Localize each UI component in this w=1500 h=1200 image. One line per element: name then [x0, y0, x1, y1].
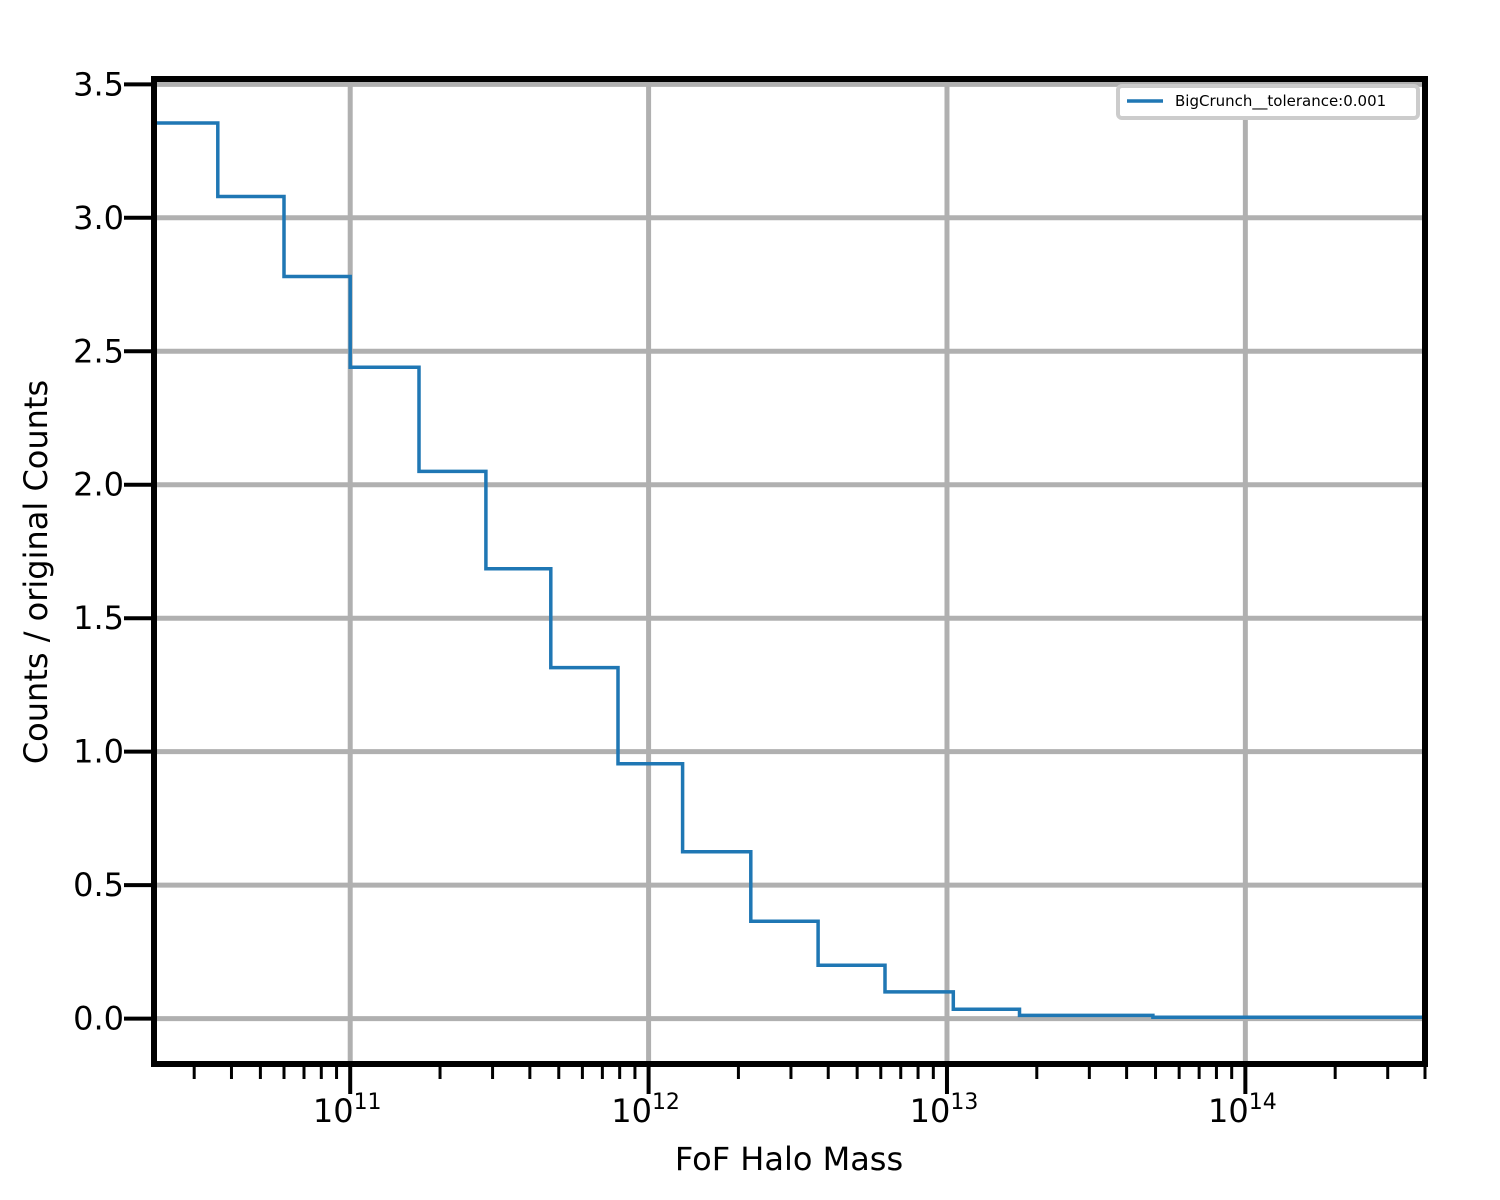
y-tick-label: 0.5 [73, 866, 124, 904]
y-tick-label: 1.5 [73, 599, 124, 637]
legend: BigCrunch__tolerance:0.001 [1116, 84, 1420, 120]
x-tick-label: 1014 [1208, 1090, 1277, 1130]
x-minor-ticks [192, 1064, 1427, 1079]
y-tick-label: 3.5 [73, 65, 124, 103]
grid-lines [154, 79, 1425, 1064]
plot-frame [151, 76, 1428, 1067]
axis-ticks [124, 82, 1248, 1094]
legend-box [1116, 84, 1420, 120]
tick-labels: 0.0 0.5 1.0 1.5 2.0 2.5 3.0 3.5 1011 1012 1013 1014 [73, 65, 1277, 1130]
y-tick-label: 0.0 [73, 1000, 124, 1038]
series-layer [154, 121, 1425, 1020]
y-tick-label: 2.0 [73, 466, 124, 504]
x-tick-label: 1012 [611, 1090, 680, 1130]
y-tick-label: 3.0 [73, 199, 124, 237]
x-axis-label: FoF Halo Mass [675, 1140, 903, 1178]
y-axis-label: Counts / original Counts [17, 380, 55, 764]
series-line-0 [154, 121, 1425, 1020]
x-tick-label: 1011 [313, 1090, 382, 1130]
legend-label: BigCrunch__tolerance:0.001 [1175, 92, 1386, 111]
y-tick-label: 2.5 [73, 332, 124, 370]
x-tick-label: 1013 [910, 1090, 979, 1130]
y-tick-label: 1.0 [73, 733, 124, 771]
